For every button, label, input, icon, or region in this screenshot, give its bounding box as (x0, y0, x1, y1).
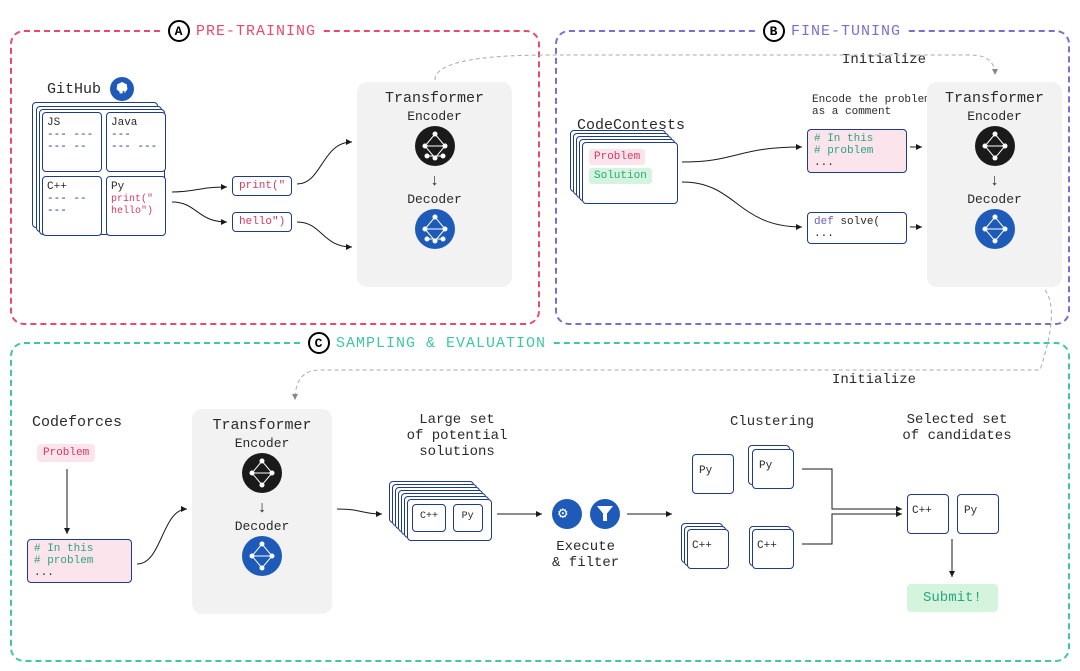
arrow-down-a: ↓ (367, 172, 502, 190)
problem-tag-c: Problem (37, 444, 95, 462)
encoder-a-icon (415, 126, 455, 166)
comment-snip-c: # In this # problem ... (27, 539, 132, 583)
decoder-b-icon (975, 209, 1015, 249)
initialize-c-label: Initialize (832, 372, 916, 388)
comment-snip-b: # In this # problem ... (807, 129, 907, 173)
encode-note: Encode the problem as a comment (812, 94, 931, 118)
file-py: Py print(" hello") (106, 176, 166, 236)
letter-c-badge: C (308, 332, 330, 354)
arrow-down-b: ↓ (937, 172, 1052, 190)
panel-pretraining: A PRE-TRAINING GitHub JS--- ------ -- Ja… (10, 30, 540, 325)
decoder-a-label: Decoder (367, 192, 502, 207)
transformer-box-b: Transformer Encoder ↓ Decoder (927, 82, 1062, 287)
file-js: JS--- ------ -- (42, 112, 102, 172)
transformer-box-c: Transformer Encoder ↓ Decoder (192, 409, 332, 614)
transformer-box-a: Transformer Encoder ↓ Decoder (357, 82, 512, 287)
letter-a-badge: A (168, 20, 190, 42)
file-java: Java------ --- (106, 112, 166, 172)
initialize-b-label: Initialize (842, 52, 926, 68)
selected-label: Selected set of candidates (892, 412, 1022, 444)
decoder-a-icon (415, 209, 455, 249)
panel-b-title: FINE-TUNING (791, 23, 901, 40)
panel-b-label: B FINE-TUNING (757, 20, 907, 42)
exec-filter-icons (552, 499, 620, 533)
clustering-label: Clustering (712, 414, 832, 430)
transformer-b-title: Transformer (937, 90, 1052, 107)
snippet-print: print(" (232, 176, 292, 196)
large-set-label: Large set of potential solutions (392, 412, 522, 460)
panel-a-label: A PRE-TRAINING (162, 20, 322, 42)
funnel-icon (590, 499, 620, 529)
encoder-b-label: Encoder (937, 109, 1052, 124)
github-icon (110, 77, 134, 101)
transformer-a-title: Transformer (367, 90, 502, 107)
decoder-c-icon (242, 536, 282, 576)
github-label: GitHub (47, 77, 134, 101)
encoder-c-label: Encoder (202, 436, 322, 451)
problem-tag-b: Problem (589, 149, 645, 165)
decoder-b-label: Decoder (937, 192, 1052, 207)
encoder-a-label: Encoder (367, 109, 502, 124)
arrow-down-c: ↓ (202, 499, 322, 517)
solve-snip-b: def def solve(solve( ... (807, 212, 907, 244)
file-cpp: C++--- ----- (42, 176, 102, 236)
solution-tag-b: Solution (589, 168, 652, 184)
panel-c-title: SAMPLING & EVALUATION (336, 335, 546, 352)
gear-icon (552, 499, 582, 529)
encoder-c-icon (242, 453, 282, 493)
transformer-c-title: Transformer (202, 417, 322, 434)
panel-sampling: C SAMPLING & EVALUATION Initialize Codef… (10, 342, 1070, 662)
panel-finetuning: B FINE-TUNING Initialize CodeContests Pr… (555, 30, 1070, 325)
snippet-hello: hello") (232, 212, 292, 232)
panel-c-label: C SAMPLING & EVALUATION (302, 332, 552, 354)
decoder-c-label: Decoder (202, 519, 322, 534)
exec-filter-label: Execute & filter (552, 539, 619, 571)
encoder-b-icon (975, 126, 1015, 166)
panel-a-title: PRE-TRAINING (196, 23, 316, 40)
submit-label: Submit! (907, 584, 998, 612)
codeforces-label: Codeforces (32, 414, 122, 431)
letter-b-badge: B (763, 20, 785, 42)
